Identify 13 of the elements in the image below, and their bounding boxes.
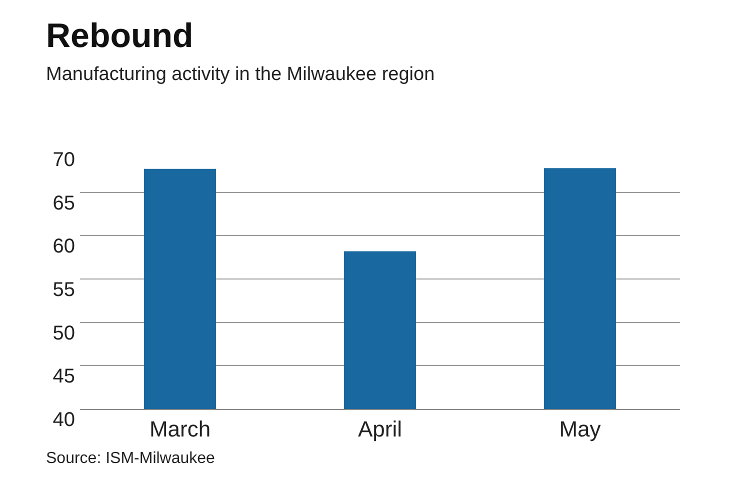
x-tick-label: March	[149, 416, 211, 442]
source-note: Source: ISM-Milwaukee	[46, 450, 216, 467]
y-tick-label: 60	[52, 236, 75, 258]
y-tick-label: 40	[52, 409, 75, 431]
y-tick-label: 45	[52, 366, 75, 388]
chart-title: Rebound	[46, 17, 194, 55]
x-tick-label: April	[358, 416, 402, 442]
y-tick-label: 50	[52, 322, 75, 344]
y-tick-label: 55	[52, 279, 75, 301]
chart-subtitle: Manufacturing activity in the Milwaukee region	[46, 64, 435, 85]
x-tick-label: May	[559, 416, 601, 442]
y-tick-label: 65	[52, 192, 75, 214]
y-tick-label: 70	[52, 149, 75, 171]
